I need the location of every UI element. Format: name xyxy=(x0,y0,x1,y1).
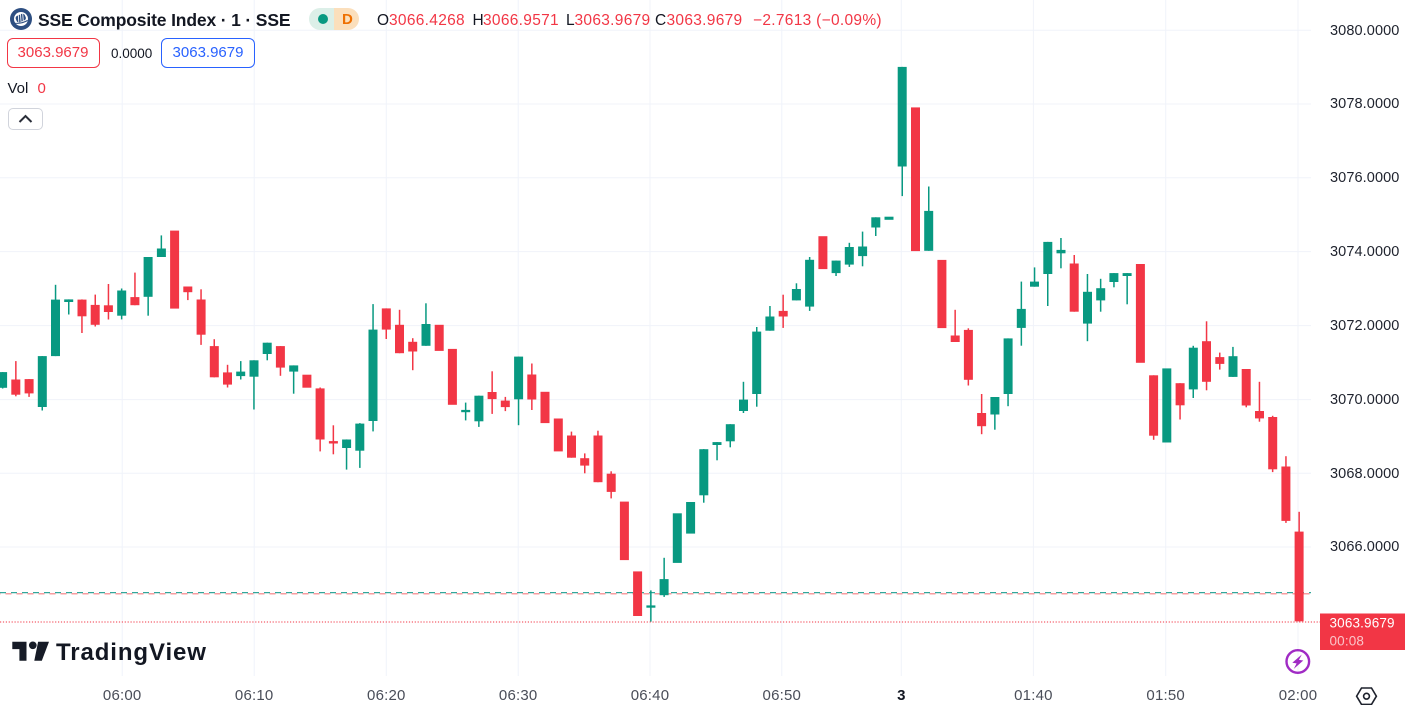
svg-text:3063.9679: 3063.9679 xyxy=(1330,616,1395,631)
svg-text:TradingView: TradingView xyxy=(56,639,207,666)
svg-text:00:08: 00:08 xyxy=(1330,634,1365,649)
